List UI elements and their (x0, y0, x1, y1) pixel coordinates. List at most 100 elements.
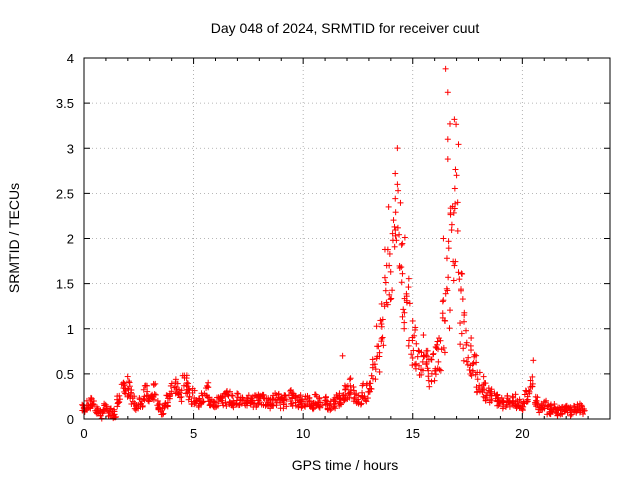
data-point (480, 373, 487, 380)
data-point (343, 383, 350, 390)
x-tick-label: 10 (296, 426, 310, 441)
chart-title: Day 048 of 2024, SRMTID for receiver cuu… (211, 20, 480, 36)
data-point (398, 264, 405, 271)
data-point (372, 376, 379, 383)
data-point (517, 399, 524, 406)
data-point (188, 400, 195, 407)
data-point (414, 353, 421, 360)
data-point (431, 367, 438, 374)
data-point (451, 262, 458, 269)
data-point (460, 357, 467, 364)
data-point (368, 386, 375, 393)
data-point (544, 403, 551, 410)
data-point (448, 221, 455, 228)
data-point (85, 404, 92, 411)
data-point (512, 391, 519, 398)
data-point (443, 285, 450, 292)
data-point (406, 300, 413, 307)
data-point (295, 404, 302, 411)
data-point (247, 397, 254, 404)
data-point (401, 325, 408, 332)
data-point (521, 391, 528, 398)
data-point (185, 386, 192, 393)
data-layer (79, 65, 588, 422)
data-point (144, 388, 151, 395)
data-point (116, 398, 123, 405)
data-point (436, 335, 443, 342)
data-point (206, 402, 213, 409)
data-point (289, 402, 296, 409)
data-point (374, 343, 381, 350)
data-point (409, 362, 416, 369)
axis-layer: 0 5 10 15 20 0 0.5 1 1.5 2 2.5 3 3.5 4 (56, 51, 610, 441)
data-point (372, 366, 379, 373)
data-point (403, 293, 410, 300)
data-point (373, 355, 380, 362)
data-point (398, 241, 405, 248)
data-point (378, 323, 385, 330)
data-point (458, 330, 465, 337)
data-point (461, 312, 468, 319)
data-point (308, 402, 315, 409)
data-point (543, 397, 550, 404)
data-point (371, 361, 378, 368)
data-point (527, 377, 534, 384)
data-point (137, 401, 144, 408)
data-point (448, 227, 455, 234)
data-point (146, 398, 153, 405)
data-point (230, 404, 237, 411)
data-point (539, 402, 546, 409)
data-point (172, 376, 179, 383)
data-point (342, 392, 349, 399)
data-point (405, 284, 412, 291)
data-point (185, 380, 192, 387)
data-point (413, 340, 420, 347)
data-point (124, 373, 131, 380)
data-point (132, 406, 139, 413)
data-point (536, 409, 543, 416)
data-point (468, 335, 475, 342)
data-point (413, 360, 420, 367)
data-point (392, 232, 399, 239)
data-point (451, 116, 458, 123)
data-point (379, 316, 386, 323)
data-point (444, 89, 451, 96)
data-point (142, 382, 149, 389)
data-point (396, 231, 403, 238)
data-point (386, 291, 393, 298)
data-point (532, 399, 539, 406)
data-point (105, 410, 112, 417)
data-point (369, 356, 376, 363)
data-point (445, 274, 452, 281)
data-point (539, 406, 546, 413)
data-point (341, 382, 348, 389)
data-point (128, 400, 135, 407)
data-point (485, 385, 492, 392)
data-point (346, 376, 353, 383)
data-point (425, 373, 432, 380)
data-point (409, 317, 416, 324)
data-point (440, 297, 447, 304)
data-point (527, 384, 534, 391)
data-point (418, 371, 425, 378)
data-point (463, 327, 470, 334)
data-point (218, 395, 225, 402)
data-point (454, 199, 461, 206)
data-point (97, 407, 104, 414)
data-point (378, 338, 385, 345)
data-point (281, 392, 288, 399)
data-point (473, 352, 480, 359)
data-point (434, 341, 441, 348)
data-point (474, 369, 481, 376)
data-point (424, 353, 431, 360)
data-point (365, 388, 372, 395)
y-tick-label: 3.5 (56, 96, 74, 111)
data-point (409, 354, 416, 361)
data-point (327, 407, 334, 414)
data-point (312, 400, 319, 407)
data-point (357, 401, 364, 408)
data-point (457, 341, 464, 348)
data-point (317, 399, 324, 406)
data-point (444, 156, 451, 163)
data-point (418, 349, 425, 356)
